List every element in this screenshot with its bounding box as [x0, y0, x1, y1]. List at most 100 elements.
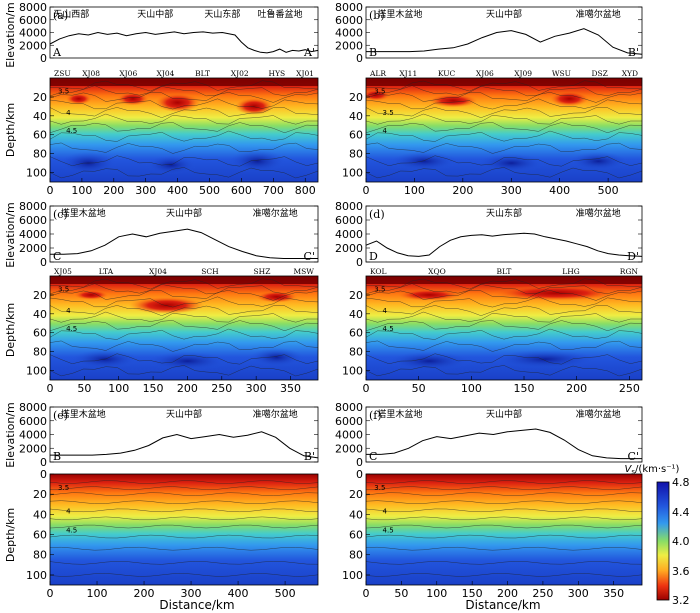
elev-tick-label-a-0: 0	[40, 52, 47, 65]
dist-tick-label-a-7: 700	[263, 184, 284, 197]
station-label-b-0: ALR	[369, 69, 386, 78]
dist-tick-label-a-3: 300	[135, 184, 156, 197]
depth-tick-label-f-0: 0	[356, 468, 363, 481]
contour-line-a-10	[50, 167, 318, 179]
contour-line-a-5	[50, 113, 318, 125]
elev-tick-label-a-3: 6000	[19, 14, 47, 27]
elevation-axis-title-e: Elevation/m	[4, 402, 17, 468]
elev-tick-label-d-0: 0	[356, 256, 363, 269]
contour-line-f-1	[366, 486, 642, 490]
hot-anomaly-a-0	[155, 93, 200, 113]
contour-label-f-1: 4	[383, 507, 388, 515]
contour-line-a-4	[50, 107, 318, 118]
dist-tick-label-a-5: 500	[199, 184, 220, 197]
elev-tick-label-f-1: 2000	[335, 442, 363, 455]
elevation-frame-e	[49, 406, 319, 463]
elevation-profile-line-b	[366, 28, 643, 55]
station-label-c-1: LTA	[99, 267, 114, 276]
contour-line-e-7	[50, 534, 318, 539]
dist-tick-label-b-4: 400	[549, 184, 570, 197]
dist-tick-label-d-0: 0	[363, 382, 370, 395]
dist-tick-label-d-3: 150	[514, 382, 535, 395]
contour-label-a-2: 4.5	[66, 127, 77, 135]
elevation-profile-line-c	[50, 228, 318, 259]
velocity-field-f	[366, 474, 642, 585]
colorbar-title: Vs/(km·s⁻¹)	[625, 464, 680, 476]
endpoint-start-d: D	[369, 250, 378, 263]
elevation-frame-b	[365, 6, 643, 59]
contour-line-c-10	[50, 365, 318, 377]
region-label-e-1: 天山中部	[166, 408, 202, 420]
elevation-axis-title-c: Elevation/m	[4, 202, 17, 268]
endpoint-start-b: B	[369, 46, 377, 59]
dist-tick-label-c-7: 350	[280, 382, 301, 395]
contour-label-d-1: 4	[383, 307, 388, 315]
depth-tick-label-c-2: 60	[33, 327, 47, 340]
elev-tick-label-c-3: 6000	[19, 214, 47, 227]
contour-line-f-5	[366, 516, 642, 521]
distance-axis-title-f: Distance/km	[465, 598, 540, 612]
contour-line-c-1	[50, 283, 318, 295]
contour-label-e-0: 3.5	[58, 484, 69, 492]
colorbar-tick-2: 4.0	[672, 535, 690, 548]
panel-label-d: (d)	[369, 208, 385, 221]
region-label-c-0: 塔里木盆地	[61, 207, 106, 219]
vs-colorbar: Vs/(km·s⁻¹) 4.8 4.4 4.0 3.6 3.2	[625, 464, 690, 607]
depth-tick-label-c-1: 40	[33, 308, 47, 321]
dist-tick-label-e-3: 300	[181, 587, 202, 600]
contour-line-f-7	[366, 534, 642, 539]
cold-anomaly-a-2	[228, 149, 287, 173]
dist-tick-label-a-6: 600	[231, 184, 252, 197]
cold-anomaly-d-1	[492, 349, 598, 369]
dist-tick-label-e-4: 400	[228, 587, 249, 600]
section-image-e: 3.5 4 4.5	[50, 474, 318, 585]
depth-axis-title-e: Depth/km	[4, 508, 17, 562]
station-label-a-3: XJ04	[156, 69, 174, 78]
elev-tick-label-f-4: 8000	[335, 401, 363, 414]
elev-tick-label-f-3: 6000	[335, 415, 363, 428]
contour-line-f-9	[366, 561, 642, 565]
contour-line-e-9	[50, 561, 318, 565]
depth-axis-title-a: Depth/km	[4, 103, 17, 157]
contour-line-b-4	[366, 107, 642, 118]
depth-tick-label-f-2: 40	[349, 508, 363, 521]
surface-low-velocity-a	[50, 78, 318, 86]
contour-line-d-0	[366, 278, 642, 290]
hot-anomaly-c-0	[129, 296, 205, 314]
contour-line-f-0	[366, 480, 642, 484]
contour-line-d-3	[366, 296, 642, 308]
elevation-frame-a	[49, 6, 319, 59]
depth-tick-label-e-3: 60	[33, 529, 47, 542]
colorbar-tick-1: 4.4	[672, 506, 690, 519]
station-label-d-3: LHG	[562, 267, 580, 276]
contour-line-f-4	[366, 508, 642, 513]
region-label-c-1: 天山中部	[166, 207, 202, 219]
region-label-f-1: 天山中部	[486, 408, 522, 420]
station-label-b-6: DSZ	[592, 69, 608, 78]
section-image-a: 3.5 4 4.5	[50, 78, 318, 182]
depth-tick-label-e-2: 40	[33, 508, 47, 521]
depth-tick-label-a-3: 80	[33, 148, 47, 161]
depth-tick-label-a-0: 20	[33, 91, 47, 104]
hot-anomaly-d-0	[492, 285, 619, 301]
station-label-d-1: XQO	[428, 267, 446, 276]
depth-tick-label-e-0: 0	[40, 468, 47, 481]
station-label-c-0: XJ05	[54, 267, 72, 276]
contour-label-f-0: 3.5	[374, 484, 385, 492]
dist-tick-label-e-0: 0	[47, 587, 54, 600]
contour-line-b-7	[366, 130, 642, 142]
endpoint-end-d: D'	[627, 250, 639, 263]
section-frame-d	[365, 275, 643, 381]
elev-tick-label-e-4: 8000	[19, 401, 47, 414]
dist-tick-label-e-5: 500	[275, 587, 296, 600]
contour-line-a-8	[50, 142, 318, 154]
contour-line-e-4	[50, 508, 318, 513]
elev-tick-label-a-4: 8000	[19, 1, 47, 14]
station-label-d-0: KOL	[370, 267, 387, 276]
region-label-a-3: 吐鲁番盆地	[257, 8, 302, 20]
contour-line-a-7	[50, 130, 318, 142]
elevation-axis-title-a: Elevation/m	[4, 2, 17, 68]
region-label-a-0: 天山西部	[53, 8, 89, 20]
elev-tick-label-d-4: 8000	[335, 200, 363, 213]
